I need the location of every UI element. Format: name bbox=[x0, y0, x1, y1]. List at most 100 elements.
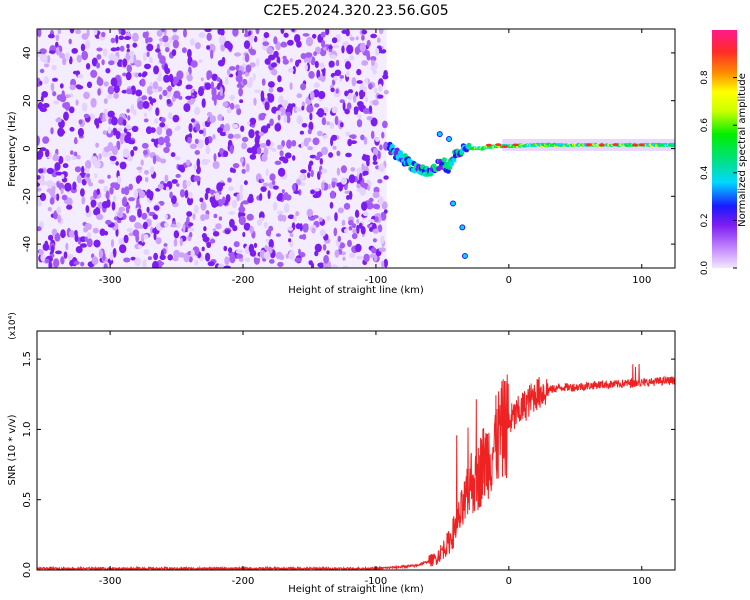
noise-speckle bbox=[286, 115, 291, 124]
noise-speckle bbox=[143, 118, 149, 123]
noise-speckle bbox=[174, 156, 181, 161]
noise-speckle bbox=[62, 57, 67, 66]
noise-speckle bbox=[337, 235, 342, 243]
noise-speckle bbox=[332, 145, 337, 150]
noise-speckle bbox=[103, 263, 108, 268]
noise-speckle bbox=[300, 53, 307, 60]
noise-speckle bbox=[176, 125, 181, 130]
top-y-tick-label: 0 bbox=[22, 145, 33, 151]
noise-speckle bbox=[299, 223, 303, 232]
noise-speckle bbox=[383, 209, 388, 214]
noise-speckle bbox=[298, 189, 302, 196]
noise-speckle bbox=[145, 35, 149, 44]
noise-speckle bbox=[342, 41, 349, 47]
noise-speckle bbox=[212, 231, 220, 237]
noise-speckle bbox=[120, 135, 124, 145]
noise-speckle bbox=[334, 249, 340, 258]
top-y-tick-label: 20 bbox=[22, 94, 33, 107]
noise-speckle bbox=[259, 143, 267, 148]
noise-speckle bbox=[286, 139, 292, 149]
noise-speckle bbox=[368, 83, 373, 90]
colorbar-ticks: 0.0 0.2 0.4 0.6 0.8 bbox=[700, 70, 737, 275]
noise-speckle bbox=[349, 55, 355, 61]
noise-speckle bbox=[211, 87, 217, 97]
noise-speckle bbox=[228, 247, 233, 254]
noise-speckle bbox=[291, 29, 295, 32]
noise-speckle bbox=[90, 98, 97, 108]
noise-speckle bbox=[358, 102, 365, 111]
noise-speckle bbox=[267, 145, 273, 150]
noise-speckle bbox=[378, 163, 385, 172]
noise-speckle bbox=[71, 155, 77, 160]
noise-speckle bbox=[205, 252, 211, 262]
noise-speckle bbox=[90, 199, 97, 207]
noise-speckle bbox=[289, 240, 294, 248]
noise-speckle bbox=[277, 114, 281, 121]
noise-speckle bbox=[288, 238, 292, 243]
noise-speckle bbox=[128, 183, 133, 191]
noise-speckle bbox=[344, 228, 349, 234]
bottom-x-tick-label: -200 bbox=[232, 576, 255, 587]
noise-speckle bbox=[327, 183, 331, 190]
noise-speckle bbox=[132, 71, 136, 78]
noise-speckle bbox=[346, 44, 354, 55]
noise-speckle bbox=[254, 142, 260, 149]
noise-speckle bbox=[199, 197, 204, 203]
noise-speckle bbox=[80, 43, 86, 52]
noise-speckle bbox=[76, 54, 82, 63]
noise-speckle bbox=[333, 227, 338, 237]
noise-speckle bbox=[275, 110, 282, 116]
track-peak bbox=[501, 145, 508, 148]
noise-speckle bbox=[381, 131, 385, 139]
noise-speckle bbox=[351, 233, 358, 240]
noise-speckle bbox=[331, 106, 338, 114]
top-y-tick-label: -40 bbox=[22, 236, 33, 252]
noise-speckle bbox=[159, 94, 163, 100]
noise-speckle bbox=[253, 242, 258, 248]
noise-speckle bbox=[236, 83, 242, 88]
noise-speckle bbox=[147, 256, 152, 261]
noise-speckle bbox=[206, 241, 212, 248]
noise-speckle bbox=[149, 127, 156, 133]
bottom-y-axis: 0.0 0.5 1.0 1.5 bbox=[22, 351, 675, 578]
noise-speckle bbox=[96, 77, 104, 86]
noise-speckle bbox=[265, 238, 270, 243]
colorbar-tick-label: 0.6 bbox=[700, 118, 710, 133]
noise-speckle bbox=[85, 205, 90, 214]
noise-speckle bbox=[65, 52, 71, 61]
noise-speckle bbox=[345, 152, 352, 158]
noise-speckle bbox=[83, 167, 90, 174]
track-peak bbox=[598, 143, 605, 147]
noise-speckle bbox=[273, 50, 279, 58]
noise-speckle bbox=[296, 115, 303, 125]
bottom-y-tick-label: 0.5 bbox=[22, 492, 33, 508]
noise-speckle bbox=[383, 70, 388, 78]
noise-speckle bbox=[260, 186, 267, 193]
noise-speckle bbox=[39, 192, 47, 202]
noise-speckle bbox=[195, 42, 201, 50]
noise-speckle bbox=[374, 87, 378, 94]
noise-speckle bbox=[53, 258, 60, 268]
noise-speckle bbox=[188, 256, 193, 263]
noise-speckle bbox=[312, 33, 317, 39]
noise-speckle bbox=[193, 164, 198, 171]
noise-speckle bbox=[110, 37, 116, 44]
noise-speckle bbox=[271, 180, 276, 186]
y-multiplier-label: (x10⁴) bbox=[8, 312, 18, 339]
noise-speckle bbox=[309, 90, 315, 100]
noise-speckle bbox=[285, 152, 292, 159]
noise-speckle bbox=[259, 193, 263, 201]
noise-speckle bbox=[339, 75, 344, 79]
noise-speckle bbox=[329, 122, 335, 129]
noise-speckle bbox=[163, 146, 170, 154]
noise-speckle bbox=[121, 89, 128, 94]
noise-speckle bbox=[268, 239, 274, 249]
noise-speckle bbox=[213, 96, 217, 106]
noise-speckle bbox=[163, 74, 171, 83]
noise-speckle bbox=[140, 78, 146, 87]
noise-speckle bbox=[292, 65, 296, 75]
noise-speckle bbox=[202, 236, 210, 243]
noise-speckle bbox=[227, 133, 234, 139]
noise-speckle bbox=[97, 88, 101, 96]
noise-speckle bbox=[271, 68, 278, 76]
